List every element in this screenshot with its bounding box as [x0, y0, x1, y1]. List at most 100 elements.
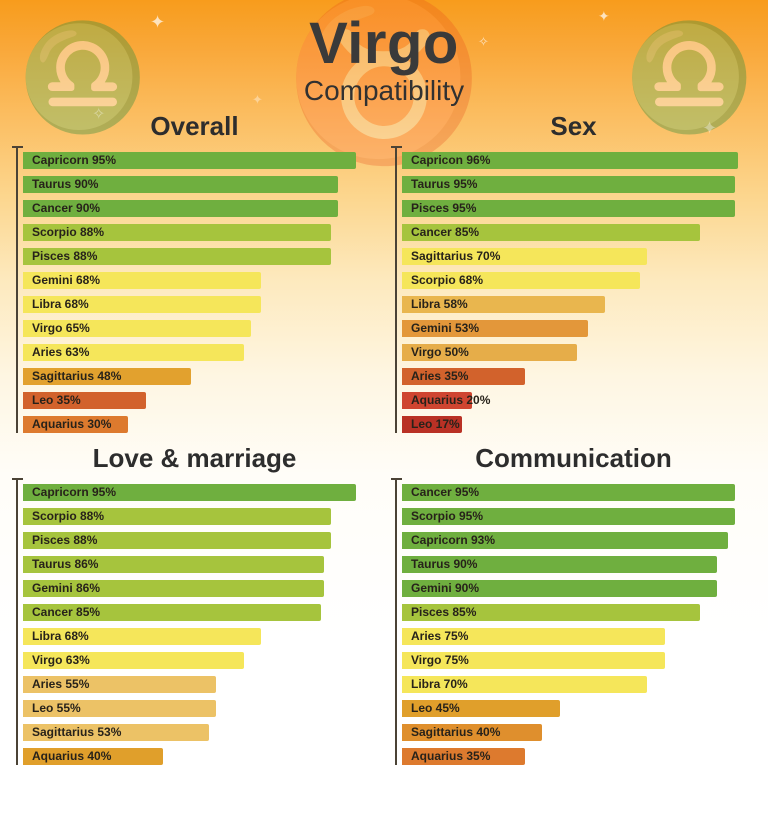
bar: Cancer 95%: [402, 483, 735, 501]
bar-label: Capricorn 93%: [411, 532, 496, 547]
bar: Virgo 63%: [23, 651, 244, 669]
bar: Capricorn 95%: [23, 151, 356, 169]
bar: Libra 68%: [23, 295, 261, 313]
axis-tick: [391, 145, 402, 148]
y-axis: [12, 477, 23, 765]
bar-label: Sagittarius 48%: [32, 368, 122, 383]
bar: Aquarius 30%: [23, 415, 128, 433]
bar: Aries 35%: [402, 367, 525, 385]
bar: Virgo 50%: [402, 343, 577, 361]
bar-label: Aquarius 40%: [32, 748, 112, 763]
chart-sex: Sex Capricon 96% Taurus 95% Pisces 95% Canc…: [391, 110, 752, 433]
bar-label: Cancer 85%: [32, 604, 101, 619]
bar-label: Gemini 53%: [411, 320, 480, 335]
bar: Aries 75%: [402, 627, 665, 645]
bar: Pisces 88%: [23, 531, 331, 549]
bar-label: Cancer 95%: [411, 484, 480, 499]
bar: Virgo 75%: [402, 651, 665, 669]
bar: Pisces 85%: [402, 603, 700, 621]
bar: Leo 55%: [23, 699, 216, 717]
bar: Leo 17%: [402, 415, 462, 433]
page-header: Virgo Compatibility: [0, 0, 768, 107]
bar: Aries 63%: [23, 343, 244, 361]
bar: Capricon 96%: [402, 151, 738, 169]
bar: Aquarius 35%: [402, 747, 525, 765]
bar-label: Leo 55%: [32, 700, 81, 715]
bar: Taurus 86%: [23, 555, 324, 573]
bar: Scorpio 88%: [23, 223, 331, 241]
bar-label: Aries 75%: [411, 628, 469, 643]
plot-area: Capricorn 95% Taurus 90% Cancer 90% Scorpio…: [12, 145, 373, 433]
plot-area: Cancer 95% Scorpio 95% Capricorn 93% Taurus…: [391, 477, 752, 765]
bar-label: Cancer 90%: [32, 200, 101, 215]
bar: Capricorn 95%: [23, 483, 356, 501]
bar-label: Capricorn 95%: [32, 152, 117, 167]
bar: Taurus 90%: [402, 555, 717, 573]
bar-label: Gemini 86%: [32, 580, 101, 595]
axis-tick: [391, 477, 402, 480]
bar-label: Cancer 85%: [411, 224, 480, 239]
bar: Cancer 85%: [23, 603, 321, 621]
bar-label: Libra 68%: [32, 628, 89, 643]
bar-label: Taurus 95%: [411, 176, 478, 191]
page-title: Virgo: [309, 11, 459, 76]
bar-label: Aquarius 30%: [32, 416, 112, 431]
bar: Capricorn 93%: [402, 531, 728, 549]
bar: Sagittarius 70%: [402, 247, 647, 265]
bar: Gemini 53%: [402, 319, 588, 337]
bar: Libra 70%: [402, 675, 647, 693]
charts-grid: Overall Capricorn 95% Taurus 90% Cancer 90…: [0, 107, 768, 765]
bar-label: Aries 35%: [411, 368, 469, 383]
bar-label: Gemini 90%: [411, 580, 480, 595]
bar: Gemini 68%: [23, 271, 261, 289]
bars: Capricon 96% Taurus 95% Pisces 95% Cancer 8…: [402, 151, 752, 433]
chart-title: Love & marriage: [92, 442, 297, 473]
bar-label: Aries 63%: [32, 344, 90, 359]
bars: Cancer 95% Scorpio 95% Capricorn 93% Taurus…: [402, 483, 752, 765]
bar-label: Virgo 63%: [32, 652, 90, 667]
bar-label: Libra 58%: [411, 296, 468, 311]
bar: Libra 58%: [402, 295, 605, 313]
bar-label: Pisces 88%: [32, 532, 98, 547]
chart-overall: Overall Capricorn 95% Taurus 90% Cancer 90…: [12, 110, 373, 433]
bar: Pisces 88%: [23, 247, 331, 265]
axis-tick: [12, 477, 23, 480]
bar: Leo 45%: [402, 699, 560, 717]
bar: Leo 35%: [23, 391, 146, 409]
bar: Cancer 85%: [402, 223, 700, 241]
bar-label: Capricon 96%: [411, 152, 491, 167]
bar: Pisces 95%: [402, 199, 735, 217]
bar: Sagittarius 53%: [23, 723, 209, 741]
bar-label: Leo 45%: [411, 700, 460, 715]
bar: Sagittarius 48%: [23, 367, 191, 385]
bar-label: Sagittarius 53%: [32, 724, 122, 739]
bar-label: Sagittarius 40%: [411, 724, 501, 739]
bar-label: Taurus 90%: [411, 556, 478, 571]
bar-label: Pisces 88%: [32, 248, 98, 263]
bar: Scorpio 88%: [23, 507, 331, 525]
bar: Aquarius 20%: [402, 391, 490, 409]
bar-label: Aries 55%: [32, 676, 90, 691]
bar-label: Scorpio 88%: [32, 224, 105, 239]
bar-label: Pisces 85%: [411, 604, 477, 619]
axis-tick: [12, 145, 23, 148]
chart-title: Sex: [550, 110, 597, 141]
chart-title: Communication: [475, 442, 672, 473]
bar-label: Gemini 68%: [32, 272, 101, 287]
bar-label: Aquarius 35%: [411, 748, 491, 763]
bar-label: Capricorn 95%: [32, 484, 117, 499]
bar: Scorpio 95%: [402, 507, 735, 525]
chart-title: Overall: [150, 110, 239, 141]
bar-label: Pisces 95%: [411, 200, 477, 215]
bar-label: Libra 68%: [32, 296, 89, 311]
bar: Aries 55%: [23, 675, 216, 693]
bar: Scorpio 68%: [402, 271, 640, 289]
plot-area: Capricon 96% Taurus 95% Pisces 95% Cancer 8…: [391, 145, 752, 433]
bar: Taurus 95%: [402, 175, 735, 193]
bar: Cancer 90%: [23, 199, 338, 217]
y-axis: [391, 145, 402, 433]
chart-love-marriage: Love & marriage Capricorn 95% Scorpio 88%…: [12, 442, 373, 765]
bar: Gemini 90%: [402, 579, 717, 597]
bar-label: Virgo 75%: [411, 652, 469, 667]
